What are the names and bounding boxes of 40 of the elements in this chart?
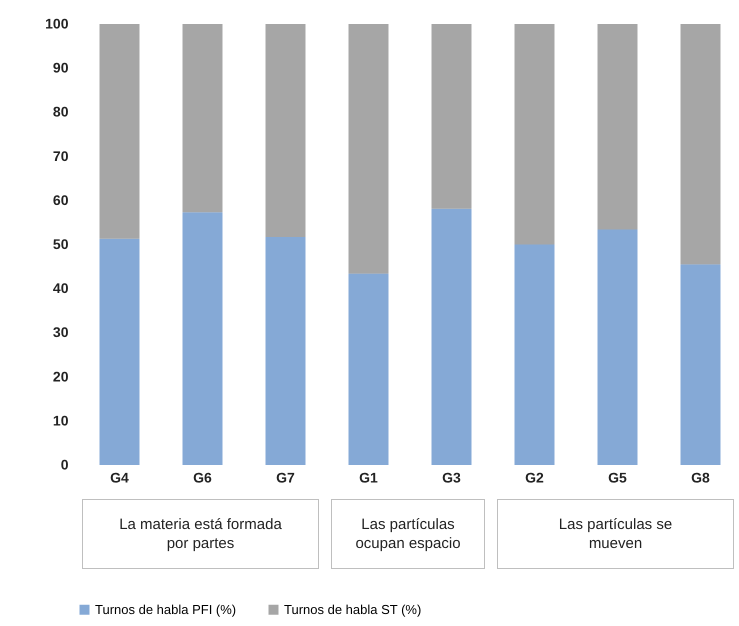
legend-label: Turnos de habla PFI (%) xyxy=(95,602,236,617)
bar xyxy=(266,237,306,465)
x-tick-label: G7 xyxy=(276,470,296,486)
x-tick-label: G4 xyxy=(110,470,130,486)
group-label-box: Las partículas se mueven xyxy=(497,499,734,569)
y-tick-label: 30 xyxy=(52,324,69,340)
bar xyxy=(432,24,472,209)
bar xyxy=(182,24,222,212)
bar xyxy=(598,24,638,230)
bar xyxy=(266,24,306,238)
y-tick-label: 0 xyxy=(60,456,69,472)
y-tick-label: 80 xyxy=(52,104,69,120)
x-tick-label: G1 xyxy=(359,470,378,486)
y-tick-label: 70 xyxy=(52,148,69,164)
x-tick-label: G8 xyxy=(691,470,710,486)
bar xyxy=(100,24,140,239)
x-tick-label: G5 xyxy=(608,470,628,486)
bar xyxy=(514,244,554,465)
legend-label: Turnos de habla ST (%) xyxy=(284,602,422,617)
y-tick-label: 90 xyxy=(52,60,69,76)
bar xyxy=(100,238,140,465)
bar xyxy=(348,24,388,274)
bar xyxy=(182,212,222,465)
x-tick-label: G6 xyxy=(193,470,212,486)
bar xyxy=(680,24,720,264)
group-label-box: Las partículas ocupan espacio xyxy=(331,499,485,569)
group-label-box: La materia está formada por partes xyxy=(82,499,319,569)
x-tick-label: G2 xyxy=(525,470,544,486)
y-tick-label: 20 xyxy=(52,368,69,384)
y-tick-label: 100 xyxy=(45,16,69,32)
bar xyxy=(514,24,554,244)
y-tick-label: 50 xyxy=(52,236,69,252)
bar xyxy=(348,274,388,465)
y-tick-label: 60 xyxy=(52,192,69,208)
y-tick-label: 10 xyxy=(52,412,69,428)
bar xyxy=(680,264,720,465)
bar xyxy=(432,208,472,465)
y-tick-label: 40 xyxy=(52,280,69,296)
bar xyxy=(598,230,638,465)
x-tick-label: G3 xyxy=(442,470,462,486)
